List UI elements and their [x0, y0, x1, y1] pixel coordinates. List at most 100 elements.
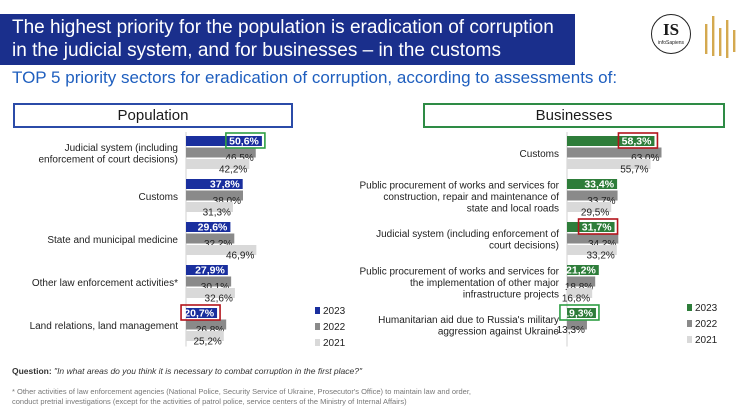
biz-bar-2023: [567, 308, 596, 318]
pop-category-label: State and municipal medicine: [47, 235, 178, 246]
pop-value-label-2023: 50,6%: [229, 136, 259, 148]
biz-value-label-2023: 21,2%: [566, 265, 596, 277]
biz-bar-2022: [567, 319, 587, 330]
footnote: * Other activities of law enforcement ag…: [12, 387, 471, 407]
biz-category-label: aggression against Ukraine: [438, 327, 560, 338]
pop-bar-2021: [186, 288, 235, 298]
biz-category-label: Public procurement of works and services…: [359, 266, 559, 277]
biz-category-label: state and local roads: [467, 203, 559, 214]
biz-highlight-box: [577, 218, 619, 235]
pop-value-label-2022: 26,8%: [196, 325, 224, 336]
biz-value-label-2022: 13,3%: [557, 325, 585, 336]
biz-value-label-2023: 19,3%: [563, 308, 593, 320]
pop-bar-2022: [186, 233, 235, 244]
pop-value-label-2023: 27,9%: [195, 265, 225, 277]
pop-bar-2023: [186, 136, 262, 146]
question-text: "In what areas do you think it is necess…: [54, 366, 362, 376]
pop-value-label-2021: 32,6%: [205, 294, 233, 305]
biz-category-label: the implementation of other major: [410, 278, 560, 289]
infosapiens-logo: IS infoSapiens: [651, 14, 691, 54]
pop-legend-swatch-2023: [315, 307, 320, 314]
pop-category-label: enforcement of court decisions): [38, 155, 178, 166]
pop-bar-2021: [186, 245, 257, 255]
biz-category-label: Humanitarian aid due to Russia's militar…: [378, 315, 559, 326]
pop-value-label-2021: 42,2%: [219, 165, 247, 176]
biz-category-label: Customs: [520, 149, 559, 160]
logo-caption: infoSapiens: [657, 40, 685, 46]
biz-bar-2022: [567, 276, 596, 287]
biz-highlight-box: [617, 132, 659, 149]
biz-bar-2021: [567, 159, 651, 169]
pop-category-label: Judicial system (including: [65, 143, 178, 154]
pop-legend-label-2021: 2021: [323, 338, 346, 349]
pop-bar-2023: [186, 179, 243, 189]
pop-bar-2022: [186, 190, 243, 201]
biz-value-label-2023: 33,4%: [584, 179, 614, 191]
biz-value-label-2021: 55,7%: [620, 165, 648, 176]
pop-value-label-2021: 25,2%: [193, 337, 221, 348]
pop-value-label-2022: 46,5%: [225, 153, 253, 164]
biz-bar-2023: [567, 222, 615, 232]
pop-value-label-2022: 32,2%: [204, 239, 232, 250]
title-band: The highest priority for the population …: [0, 14, 575, 65]
pop-highlight-box: [180, 304, 221, 321]
pop-value-label-2023: 29,6%: [198, 222, 228, 234]
biz-bar-2023: [567, 265, 599, 275]
pop-bar-2021: [186, 331, 224, 341]
pop-category-label: Land relations, land management: [30, 321, 179, 332]
pop-value-label-2022: 30,1%: [201, 282, 229, 293]
pop-highlight-box: [225, 132, 266, 149]
biz-legend-label-2023: 2023: [695, 303, 718, 314]
pop-value-label-2023: 20,7%: [184, 308, 214, 320]
biz-bar-2022: [567, 190, 618, 201]
pop-legend-label-2022: 2022: [323, 322, 346, 333]
biz-legend-swatch-2021: [687, 336, 692, 343]
biz-legend-swatch-2022: [687, 320, 692, 327]
population-header: Population: [13, 103, 293, 128]
biz-bar-2023: [567, 179, 618, 189]
logo-initials: IS: [662, 20, 680, 39]
pop-value-label-2022: 38,0%: [213, 196, 241, 207]
pop-category-label: Other law enforcement activities*: [32, 278, 178, 289]
question-label: Question:: [12, 366, 52, 376]
pop-bar-2022: [186, 147, 256, 158]
biz-bar-2022: [567, 147, 662, 158]
biz-value-label-2021: 16,8%: [562, 294, 590, 305]
decorative-bars-icon: [705, 16, 736, 58]
title-line-1: The highest priority for the population …: [12, 17, 554, 38]
biz-legend-label-2021: 2021: [695, 335, 718, 346]
biz-value-label-2022: 63,0%: [631, 153, 659, 164]
footnote-line-1: * Other activities of law enforcement ag…: [12, 387, 472, 396]
biz-value-label-2023: 31,7%: [582, 222, 612, 234]
biz-legend-swatch-2023: [687, 304, 692, 311]
biz-value-label-2021: 33,2%: [586, 251, 614, 262]
pop-legend-swatch-2022: [315, 323, 320, 330]
pop-bar-2022: [186, 319, 227, 330]
biz-value-label-2021: 29,5%: [581, 208, 609, 219]
biz-category-label: court decisions): [489, 241, 559, 252]
pop-value-label-2021: 31,3%: [203, 208, 231, 219]
pop-bar-2023: [186, 265, 228, 275]
biz-highlight-box: [559, 304, 600, 321]
pop-value-label-2021: 46,9%: [226, 251, 254, 262]
biz-bar-2022: [567, 233, 619, 244]
biz-value-label-2022: 33,7%: [587, 196, 615, 207]
biz-value-label-2022: 18,8%: [565, 282, 593, 293]
pop-bar-2023: [186, 222, 231, 232]
pop-bar-2023: [186, 308, 218, 318]
pop-bar-2021: [186, 159, 250, 169]
biz-value-label-2023: 58,3%: [622, 136, 652, 148]
pop-value-label-2023: 37,8%: [210, 179, 240, 191]
pop-legend-label-2023: 2023: [323, 306, 346, 317]
subtitle: TOP 5 priority sectors for eradication o…: [12, 68, 618, 87]
pop-bar-2022: [186, 276, 232, 287]
biz-category-label: construction, repair and maintenance of: [383, 192, 559, 203]
footnote-line-2: conduct pretrial investigations (except …: [12, 397, 407, 406]
title-line-2: in the judicial system, and for business…: [12, 40, 501, 61]
biz-bar-2021: [567, 202, 612, 212]
biz-category-label: Judicial system (including enforcement o…: [376, 229, 559, 240]
biz-bar-2021: [567, 245, 617, 255]
businesses-header-label: Businesses: [535, 107, 613, 124]
biz-category-label: infrastructure projects: [463, 289, 559, 300]
